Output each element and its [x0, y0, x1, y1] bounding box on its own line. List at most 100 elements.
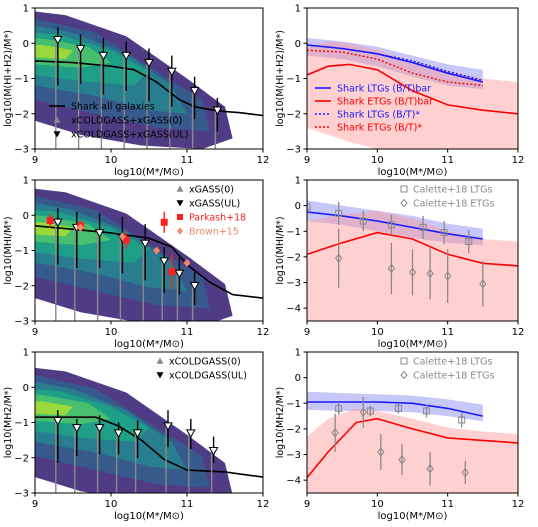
legend-swatch	[156, 372, 164, 379]
y-tick-label: 0	[295, 201, 301, 212]
contour-level	[35, 45, 73, 60]
calette-etg-marker	[387, 263, 396, 274]
x-axis-label: log10(M*/M⊙)	[378, 339, 448, 350]
legend-swatch	[400, 185, 408, 193]
ul-marker	[94, 424, 105, 433]
x-tick-label: 11	[181, 499, 194, 510]
y-tick-label: −1	[14, 74, 29, 85]
ul-marker	[121, 51, 132, 61]
calette-ltg-marker	[394, 404, 402, 412]
legend-swatch	[177, 214, 183, 220]
parkash-marker	[122, 236, 130, 244]
y-tick-label: −2	[14, 453, 29, 464]
y-tick-label: 1	[23, 4, 29, 15]
y-tick-label: 1	[295, 4, 301, 15]
legend-panel-1: Shark LTGs (B/T)bar Shark ETGs (B/T)bar Sh…	[315, 84, 433, 134]
x-tick-label: 9	[32, 499, 38, 510]
legend-label: Calette+18 LTGs	[413, 357, 492, 368]
ul-marker	[140, 239, 151, 249]
ul-marker	[208, 447, 219, 456]
x-tick-label: 11	[441, 327, 454, 338]
ul-marker	[163, 422, 173, 432]
legend-panel-3: Calette+18 LTGs Calette+18 ETGs	[400, 185, 494, 210]
brown-marker	[77, 223, 85, 232]
y-tick-label: −2	[286, 252, 301, 263]
ul-marker	[75, 44, 86, 54]
series-line	[35, 60, 263, 117]
x-tick-label: 9	[304, 155, 310, 166]
x-tick-label: 11	[181, 327, 194, 338]
calette-etg-marker	[426, 463, 434, 474]
x-axis-label: log10(M*/M⊙)	[114, 339, 184, 350]
calette-etg-marker	[377, 447, 385, 457]
legend-panel-2: xGASS(0) xGASS(UL) Parkash+18 Brown+15	[176, 185, 246, 238]
ul-marker	[132, 429, 143, 439]
y-tick-label: 0	[23, 211, 29, 222]
x-tick-label: 9	[304, 327, 310, 338]
y-tick-label: −3	[14, 489, 29, 500]
legend-label: Shark ETGs (B/T)*	[337, 123, 422, 134]
band-ltg	[307, 391, 483, 422]
ul-marker	[52, 36, 63, 45]
hi-fraction-morph-panel-marks	[307, 192, 518, 307]
y-tick-label: −3	[14, 145, 29, 156]
ul-marker	[98, 51, 109, 61]
ul-marker	[212, 106, 223, 116]
legend-label: Shark all galaxies	[71, 102, 155, 113]
legend-label: xCOLDGASS(0)	[169, 357, 241, 368]
legend-label: xGASS(0)	[189, 185, 234, 196]
series-line	[307, 49, 483, 87]
ul-marker	[185, 429, 196, 439]
y-tick-label: −3	[286, 145, 301, 156]
ul-marker	[159, 257, 170, 267]
legend-swatch	[156, 357, 164, 364]
x-tick-label: 10	[371, 499, 384, 510]
calette-ltg-marker	[465, 238, 473, 246]
y-tick-label: −1	[14, 418, 29, 429]
legend-swatch	[176, 200, 184, 207]
legend-label: xCOLDGASS(UL)	[169, 371, 247, 382]
x-tick-label: 12	[257, 155, 270, 166]
x-tick-label: 9	[32, 155, 38, 166]
ul-marker	[189, 282, 200, 291]
y-tick-label: 1	[295, 176, 301, 187]
ul-marker	[144, 58, 154, 68]
legend-swatch	[53, 131, 61, 138]
y-tick-label: −3	[14, 317, 29, 328]
x-axis-label: log10(M*/M⊙)	[378, 511, 448, 522]
legend-label: Calette+18 ETGs	[413, 371, 494, 382]
y-axis-label: log10(MH2/M*)	[3, 387, 14, 459]
h2-fraction-all-panel-marks	[35, 410, 263, 493]
series-line	[307, 63, 518, 115]
y-axis-label: log10(MHI/M*)	[275, 216, 286, 284]
legend-label: Calette+18 LTGs	[413, 185, 492, 196]
y-tick-label: −1	[286, 74, 301, 85]
series-line	[307, 401, 483, 417]
calette-ltg-marker	[458, 416, 466, 424]
legend-swatch	[400, 357, 408, 365]
y-tick-label: −4	[286, 476, 301, 487]
axes-layer	[31, 7, 519, 497]
legend-label: Calette+18 ETGs	[413, 199, 494, 210]
legend-panel-4: xCOLDGASS(0) xCOLDGASS(UL)	[156, 357, 247, 382]
ul-marker	[113, 429, 124, 439]
series-line	[307, 44, 483, 81]
parkash-marker	[168, 268, 176, 276]
legend-label: Shark ETGs (B/T)bar	[337, 97, 433, 108]
series-line	[35, 225, 263, 299]
x-tick-label: 11	[181, 155, 194, 166]
hi-fraction-morph-panel-frame	[306, 179, 519, 322]
calette-ltg-marker	[335, 209, 343, 217]
x-tick-label: 12	[512, 327, 525, 338]
y-tick-label: 0	[23, 383, 29, 394]
legend-swatch	[400, 370, 408, 380]
calette-ltg-marker	[387, 221, 395, 229]
series-line	[307, 417, 518, 479]
y-tick-label: 1	[295, 348, 301, 359]
y-tick-label: −2	[286, 109, 301, 120]
contour-level	[35, 38, 111, 68]
calette-ltg-marker	[359, 217, 367, 225]
legend-swatch	[177, 227, 183, 235]
calette-etg-marker	[461, 467, 469, 478]
calette-etg-marker	[359, 407, 367, 418]
